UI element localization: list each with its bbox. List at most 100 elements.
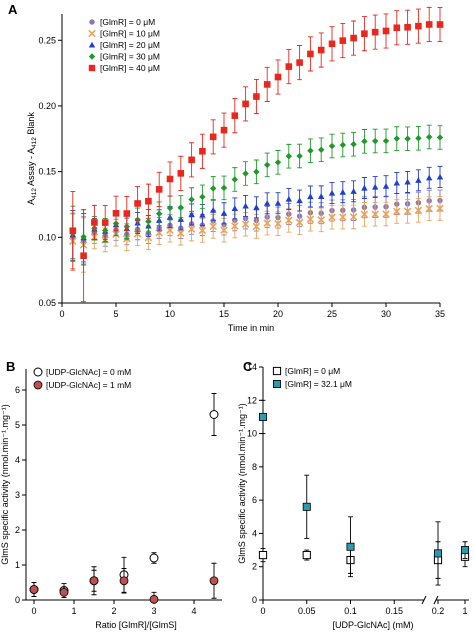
- panel-label-b: B: [6, 359, 15, 374]
- point-a: [382, 137, 390, 145]
- series-a-3: [69, 124, 444, 265]
- point-a: [210, 185, 217, 192]
- point-a: [307, 147, 314, 154]
- point-a: [80, 252, 87, 260]
- point-a: [231, 112, 239, 119]
- point-a: [188, 211, 195, 217]
- point-a: [307, 50, 314, 58]
- x-tick-label-c: 0: [260, 606, 265, 616]
- x-tick-label-b: 1: [71, 606, 76, 616]
- point-a: [393, 24, 401, 32]
- point-a: [177, 229, 185, 237]
- y-axis-label-c: GlmS specific activity (nmol.min⁻¹.mg⁻¹): [237, 403, 247, 564]
- point-a: [436, 134, 444, 141]
- point-a: [403, 207, 412, 216]
- legend-marker-c: [273, 379, 282, 388]
- point-a: [317, 216, 325, 224]
- point-a: [264, 200, 271, 206]
- point-a: [263, 219, 271, 227]
- x-tick-label-b: 0: [31, 606, 36, 616]
- legend-marker-a: [88, 41, 96, 48]
- axis-break-c: [421, 595, 439, 605]
- point-a: [317, 46, 325, 54]
- y-tick-label-c: 10: [247, 429, 257, 439]
- point-a: [328, 142, 336, 150]
- legend-label-b: [UDP-GlcNAc] = 1 mM: [46, 380, 131, 390]
- point-a: [177, 170, 185, 177]
- point-a: [361, 138, 368, 145]
- point-a: [318, 193, 325, 199]
- x-tick-label-b: 2: [111, 606, 116, 616]
- legend-marker-b: [33, 367, 43, 377]
- point-b: [149, 594, 159, 604]
- point-a: [241, 220, 250, 228]
- point-a: [166, 175, 174, 183]
- point-a: [350, 34, 357, 42]
- point-a: [360, 210, 369, 219]
- point-a: [404, 23, 411, 31]
- point-a: [199, 211, 206, 218]
- series-b-0: [29, 393, 219, 598]
- point-a: [242, 202, 249, 209]
- y-tick-label-a: 0.10: [38, 232, 56, 242]
- legend-marker-a: [89, 19, 95, 25]
- point-a: [328, 189, 336, 196]
- point-a: [220, 210, 228, 216]
- y-tick-label-b: 4: [15, 455, 20, 465]
- point-a: [274, 159, 282, 166]
- point-a: [328, 213, 336, 222]
- x-tick-label-a: 35: [435, 309, 445, 319]
- point-a: [393, 135, 400, 142]
- y-tick-label-b: 2: [15, 525, 20, 535]
- series-c-1: [258, 399, 469, 586]
- point-a: [187, 225, 196, 233]
- legend-label-a: [GlmR] = 20 μM: [100, 40, 160, 50]
- point-a: [296, 59, 303, 66]
- point-a: [382, 27, 390, 35]
- point-a: [339, 37, 347, 44]
- point-a: [339, 141, 346, 149]
- x-tick-label-a: 30: [381, 309, 391, 319]
- point-a: [371, 210, 379, 218]
- panel-label-a: A: [8, 2, 18, 17]
- point-a: [295, 218, 304, 227]
- point-a: [155, 186, 163, 193]
- y-tick-label-b: 0: [15, 595, 20, 605]
- point-a: [404, 178, 411, 185]
- y-tick-label-b: 6: [15, 385, 20, 395]
- legend-label-c: [GlmR] = 0 μM: [285, 366, 340, 376]
- point-a: [188, 196, 195, 203]
- x-tick-label-a: 10: [165, 309, 175, 319]
- point-a: [210, 207, 217, 213]
- point-b: [89, 576, 99, 586]
- point-a: [361, 30, 368, 37]
- point-a: [91, 219, 98, 226]
- legend-label-a: [GlmR] = 10 μM: [100, 29, 160, 39]
- point-a: [220, 184, 228, 192]
- point-a: [253, 168, 260, 176]
- point-a: [285, 216, 293, 225]
- y-tick-label-b: 5: [15, 420, 20, 430]
- panel-label-c: C: [243, 359, 253, 374]
- x-tick-label-b: 3: [151, 606, 156, 616]
- point-a: [231, 205, 238, 211]
- point-a: [145, 218, 152, 225]
- series-c-0: [258, 541, 470, 579]
- point-b: [209, 410, 219, 419]
- x-tick-label-c: 0.2: [432, 606, 445, 616]
- point-a: [415, 177, 422, 183]
- axis-c: [262, 367, 424, 601]
- point-a: [349, 213, 358, 221]
- point-a: [177, 204, 184, 211]
- point-a: [285, 153, 292, 160]
- point-a: [101, 219, 109, 226]
- point-a: [306, 215, 315, 223]
- x-tick-label-c: 0.15: [385, 606, 403, 616]
- point-a: [426, 133, 433, 141]
- point-b: [209, 576, 219, 586]
- x-axis-label-b: Ratio [GlmR]/[GlmS]: [95, 620, 177, 630]
- point-a: [231, 222, 239, 230]
- legend-label-a: [GlmR] = 0 μM: [100, 17, 155, 27]
- x-tick-label-a: 5: [113, 309, 118, 319]
- point-a: [361, 184, 368, 191]
